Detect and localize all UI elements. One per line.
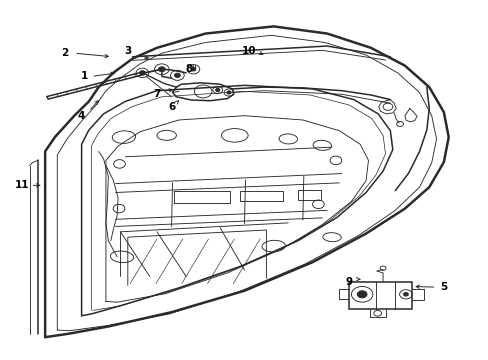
Text: 8: 8 bbox=[184, 64, 192, 74]
Circle shape bbox=[403, 293, 407, 296]
Bar bbox=[239, 191, 283, 202]
Bar bbox=[297, 190, 321, 200]
Bar bbox=[174, 191, 229, 203]
Text: 4: 4 bbox=[78, 111, 85, 121]
Circle shape bbox=[139, 71, 145, 75]
Text: 11: 11 bbox=[15, 180, 29, 190]
Circle shape bbox=[158, 67, 165, 72]
Circle shape bbox=[357, 291, 366, 298]
Circle shape bbox=[215, 88, 220, 91]
Text: 3: 3 bbox=[124, 46, 131, 57]
Circle shape bbox=[226, 91, 231, 94]
Circle shape bbox=[191, 67, 196, 71]
Text: 10: 10 bbox=[242, 46, 256, 57]
Text: 7: 7 bbox=[153, 89, 161, 99]
Circle shape bbox=[174, 73, 180, 77]
Text: 9: 9 bbox=[345, 277, 352, 287]
Text: 6: 6 bbox=[167, 102, 175, 112]
Text: 2: 2 bbox=[61, 48, 68, 58]
Text: 1: 1 bbox=[80, 71, 87, 81]
Text: 5: 5 bbox=[439, 282, 447, 292]
